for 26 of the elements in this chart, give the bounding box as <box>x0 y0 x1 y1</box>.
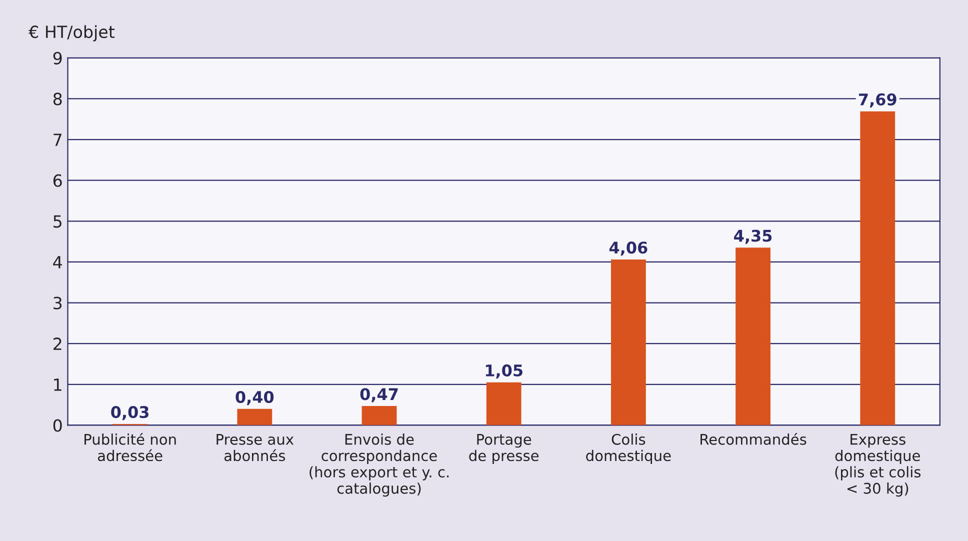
y-tick-label: 7 <box>54 134 62 146</box>
x-tick-label: Envois de correspondance (hors export et y. c. catalogues) <box>310 434 449 497</box>
x-tick-label: Presse aux abonnés <box>216 434 294 462</box>
x-tick-label: Colis domestique <box>586 434 671 464</box>
y-tick-label: 9 <box>53 52 62 64</box>
data-label: 0,47 <box>360 388 398 402</box>
data-label: 7,69 <box>858 93 896 108</box>
x-tick-label: Express domestique (plis et colis < 30 kg) <box>835 434 921 497</box>
y-tick-label: 0 <box>53 419 62 432</box>
y-tick-label: 4 <box>53 256 62 268</box>
x-tick-label: Portage de presse <box>469 434 539 464</box>
x-tick-label: Recommandés <box>700 432 806 445</box>
x-tick-label: Publicité non adressée <box>84 432 176 462</box>
y-tick-label: 3 <box>54 296 62 310</box>
y-tick-label: 5 <box>54 215 62 228</box>
data-label: 1,05 <box>486 364 522 379</box>
data-label: 4,06 <box>609 242 648 256</box>
y-tick-label: 1 <box>54 378 62 391</box>
data-label: 0,03 <box>111 406 148 420</box>
y-axis-title: € HT/objet <box>28 25 115 42</box>
y-tick-label: 6 <box>53 174 62 187</box>
data-label: 4,35 <box>734 230 772 244</box>
bar <box>860 111 896 426</box>
data-label: 0,40 <box>236 390 274 406</box>
y-tick-label: 8 <box>53 92 62 106</box>
y-tick-label: 2 <box>54 338 62 350</box>
